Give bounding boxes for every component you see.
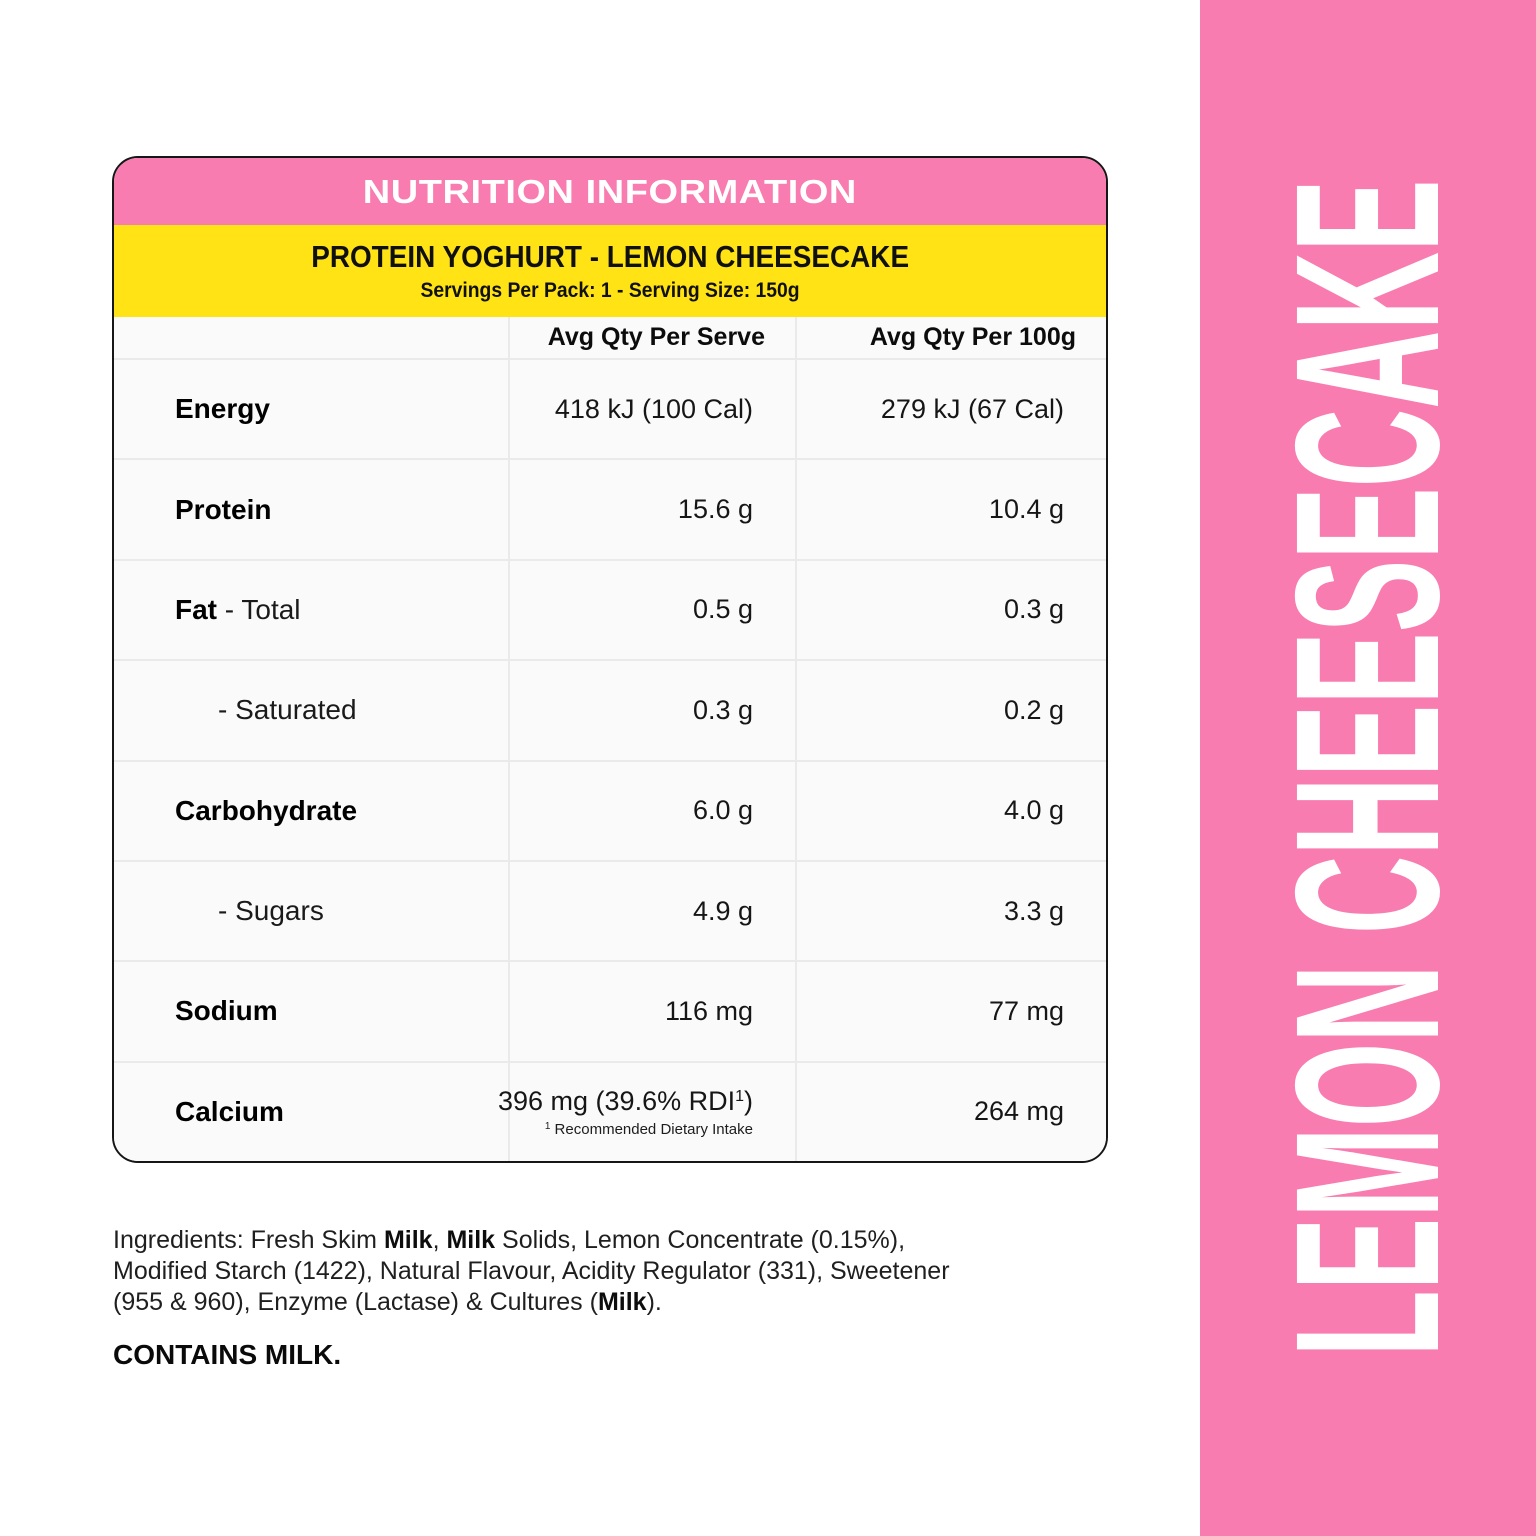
nutrient-label: - Sugars (114, 862, 508, 960)
allergen-bold: Milk (383, 1226, 433, 1254)
ingredients-line: (955 & 960), Enzyme (Lactase) & Cultures… (113, 1287, 1118, 1318)
ingredients-text: Ingredients: Fresh Skim (113, 1226, 384, 1254)
serve-value: 15.6 g (508, 460, 795, 559)
table-row: Carbohydrate 6.0 g 4.0 g (114, 759, 1106, 860)
nutrient-label-bold: Protein (175, 493, 272, 525)
rdi-superscript: 1 (735, 1087, 744, 1105)
footnote-superscript: 1 (544, 1120, 551, 1132)
table-body: Energy 418 kJ (100 Cal) 279 kJ (67 Cal) Pro… (114, 358, 1106, 1161)
column-header-blank (114, 317, 508, 358)
ingredients-text: ). (646, 1288, 662, 1316)
table-row: Fat - Total 0.5 g 0.3 g (114, 558, 1106, 660)
nutrient-label: - Saturated (114, 661, 508, 759)
nutrient-label: Sodium (114, 962, 508, 1060)
nutrient-label-bold: Fat (175, 593, 217, 625)
product-title: PROTEIN YOGHURT - LEMON CHEESECAKE (311, 239, 909, 274)
ingredients-text: , (432, 1226, 447, 1254)
contains-statement: CONTAINS MILK. (113, 1339, 342, 1370)
allergen-bold: Milk (597, 1288, 647, 1316)
per100-value: 0.2 g (795, 661, 1106, 760)
serve-value: 6.0 g (508, 761, 795, 860)
table-header-row: Avg Qty Per Serve Avg Qty Per 100g (114, 317, 1106, 358)
per100-value: 0.3 g (795, 560, 1106, 660)
nutrition-card: NUTRITION INFORMATION PROTEIN YOGHURT - … (112, 156, 1108, 1163)
flavour-banner: LEMON CHEESECAKE (1200, 0, 1536, 1536)
nutrient-label-bold: Energy (175, 393, 270, 425)
serve-value: 418 kJ (100 Cal) (508, 360, 795, 459)
nutrient-label-rest: - Sugars (218, 895, 324, 927)
serve-value: 0.5 g (508, 560, 795, 660)
nutrient-label: Carbohydrate (114, 762, 508, 860)
nutrition-header-band: NUTRITION INFORMATION (114, 158, 1106, 225)
serve-value: 116 mg (508, 962, 795, 1061)
per100-value: 264 mg (795, 1062, 1106, 1161)
table-row: - Sugars 4.9 g 3.3 g (114, 859, 1106, 961)
table-row: Calcium 396 mg (39.6% RDI1) 1 Recommended … (114, 1060, 1106, 1161)
per100-value: 3.3 g (795, 861, 1106, 961)
nutrient-label: Energy (114, 360, 508, 458)
table-row: Energy 418 kJ (100 Cal) 279 kJ (67 Cal) (114, 358, 1106, 459)
table-row: - Saturated 0.3 g 0.2 g (114, 659, 1106, 760)
product-band: PROTEIN YOGHURT - LEMON CHEESECAKE Servi… (114, 225, 1106, 317)
nutrition-title: NUTRITION INFORMATION (362, 172, 858, 210)
serve-value: 4.9 g (508, 861, 795, 961)
per100-value: 4.0 g (795, 761, 1106, 860)
ingredients-text: Modified Starch (1422), Natural Flavour,… (113, 1257, 950, 1285)
per100-value: 77 mg (795, 962, 1106, 1061)
footnote-text: Recommended Dietary Intake (550, 1120, 753, 1138)
per100-value: 10.4 g (795, 460, 1106, 559)
ingredients-line: Modified Starch (1422), Natural Flavour,… (113, 1256, 1118, 1287)
serve-value-main: 396 mg (39.6% RDI1) (498, 1086, 753, 1117)
serve-value: 396 mg (39.6% RDI1) 1 Recommended Dietary… (498, 1062, 795, 1161)
nutrient-label-bold: Carbohydrate (175, 794, 358, 826)
nutrient-label: Fat - Total (114, 561, 508, 659)
allergen-bold: Milk (446, 1226, 496, 1254)
table-row: Sodium 116 mg 77 mg (114, 960, 1106, 1061)
column-header-100g: Avg Qty Per 100g (795, 317, 1106, 358)
rdi-footnote: 1 Recommended Dietary Intake (545, 1121, 753, 1138)
nutrient-label: Protein (114, 460, 508, 558)
serve-value-text: 396 mg (39.6% RDI (497, 1085, 736, 1116)
nutrient-label-rest: - Total (217, 593, 301, 625)
ingredients-text: Solids, Lemon Concentrate (0.15%), (495, 1226, 906, 1254)
ingredients-text: (955 & 960), Enzyme (Lactase) & Cultures… (113, 1288, 598, 1316)
nutrient-label-bold: Sodium (175, 995, 278, 1027)
nutrient-label-bold: Calcium (175, 1095, 284, 1127)
ingredients-line: Ingredients: Fresh Skim Milk, Milk Solid… (113, 1225, 1118, 1256)
per100-value: 279 kJ (67 Cal) (795, 360, 1106, 459)
ingredients-paragraph: Ingredients: Fresh Skim Milk, Milk Solid… (113, 1225, 1118, 1318)
serve-value: 0.3 g (508, 661, 795, 760)
column-header-serve: Avg Qty Per Serve (508, 317, 795, 358)
flavour-banner-text: LEMON CHEESECAKE (1253, 179, 1482, 1357)
serve-value-suffix: ) (744, 1085, 753, 1116)
serving-info: Servings Per Pack: 1 - Serving Size: 150… (420, 279, 800, 302)
nutrient-label-rest: - Saturated (218, 694, 357, 726)
nutrient-label: Calcium (114, 1063, 508, 1161)
table-row: Protein 15.6 g 10.4 g (114, 458, 1106, 559)
